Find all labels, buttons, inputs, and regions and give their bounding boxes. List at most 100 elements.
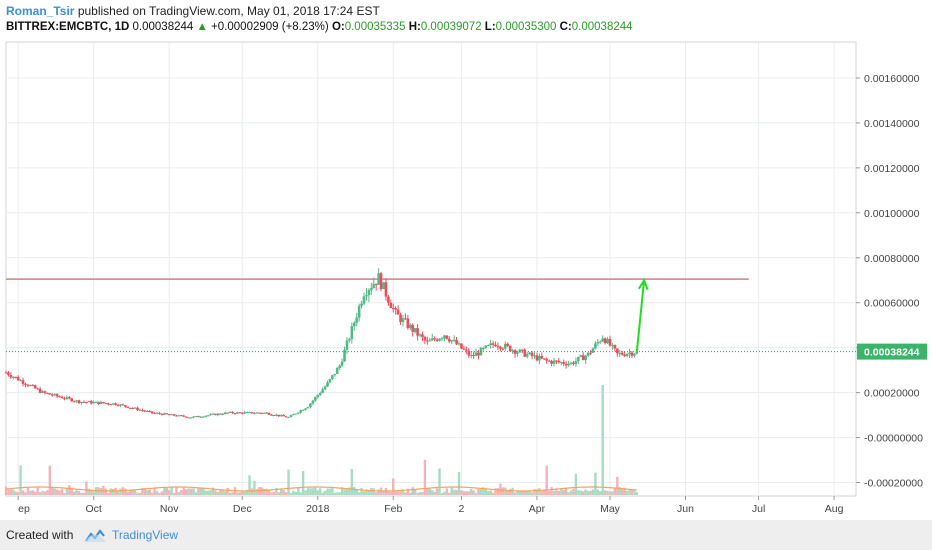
candle-body	[525, 354, 529, 357]
candle-body	[48, 393, 52, 395]
volume-bar	[382, 491, 385, 495]
volume-bar	[204, 490, 207, 495]
volume-bar	[438, 468, 441, 495]
candle-body	[550, 360, 553, 364]
candle-body	[506, 343, 510, 346]
candle-body	[31, 385, 35, 387]
volume-bar	[574, 473, 578, 495]
candle-body	[272, 415, 276, 417]
candle-body	[372, 283, 376, 288]
candle-body	[231, 411, 234, 414]
candle-body	[9, 375, 13, 378]
volume-bar	[440, 492, 444, 495]
candle-body	[306, 407, 310, 409]
volume-bar	[214, 490, 217, 495]
volume-bar	[516, 490, 519, 495]
candle-body	[596, 342, 600, 344]
candle-body	[21, 380, 25, 384]
volume-bar	[567, 492, 570, 495]
candle-body	[450, 340, 454, 342]
volume-bar	[477, 488, 480, 495]
candle-body	[187, 417, 190, 419]
candle-body	[65, 397, 69, 399]
candle-body	[457, 343, 461, 345]
candle-body	[462, 348, 466, 350]
volume-bar	[238, 492, 242, 495]
volume-bar	[14, 491, 17, 495]
candle-body	[625, 354, 629, 357]
candle-body	[199, 416, 203, 418]
candle-body	[209, 414, 212, 416]
volume-bar	[221, 489, 224, 495]
volume-bar	[547, 490, 551, 495]
candle-body	[194, 416, 198, 418]
author-link[interactable]: Roman_Tsir	[6, 4, 75, 18]
volume-bar	[175, 487, 178, 495]
price-chart[interactable]: 0.00160000 0.00140000 0.00120000 0.00100000…	[0, 0, 932, 520]
volume-bar	[538, 488, 541, 495]
candle-body	[55, 394, 59, 397]
volume-bar	[482, 487, 485, 495]
candle-body	[80, 401, 83, 404]
volume-bar	[362, 491, 366, 495]
candle-body	[374, 283, 378, 285]
volume-bar	[340, 487, 344, 495]
volume-bar	[416, 492, 419, 495]
volume-bar	[4, 486, 8, 495]
volume-bar	[550, 487, 553, 495]
candle-body	[560, 362, 563, 364]
candle-body	[68, 397, 71, 399]
volume-ma-line	[5, 486, 637, 492]
candle-body	[197, 416, 200, 418]
candle-body	[148, 411, 151, 413]
volume-bar	[311, 488, 315, 495]
close-label: C:	[559, 21, 572, 33]
candle-body	[158, 412, 161, 414]
candle-body	[528, 352, 531, 355]
candle-body	[413, 328, 417, 332]
low-value: 0.00035300	[495, 21, 557, 33]
volume-bar	[180, 489, 183, 495]
candle-body	[491, 343, 495, 345]
candle-body	[318, 392, 322, 395]
candle-body	[72, 401, 76, 403]
candle-body	[416, 328, 419, 336]
volume-bar	[51, 487, 54, 495]
candle-body	[58, 396, 61, 398]
volume-bar	[46, 490, 49, 495]
volume-bar	[504, 487, 507, 495]
candle-body	[474, 352, 478, 356]
volume-bar	[603, 490, 607, 495]
volume-bar	[138, 492, 142, 495]
candle-body	[589, 352, 592, 354]
volume-bar	[126, 491, 129, 495]
volume-bar	[350, 469, 354, 495]
candle-body	[201, 416, 205, 418]
candle-body	[226, 412, 229, 414]
candle-body	[540, 355, 544, 359]
candle-body	[445, 335, 449, 339]
candle-body	[435, 339, 439, 341]
volume-bar	[472, 490, 475, 495]
volume-bar	[496, 488, 500, 495]
x-tick-label: Oct	[86, 503, 102, 515]
candle-body	[391, 308, 395, 310]
volume-bar	[289, 492, 293, 495]
volume-bar	[377, 489, 380, 495]
tradingview-link[interactable]: TradingView	[112, 528, 179, 542]
volume-bar	[409, 492, 412, 495]
candle-body	[275, 414, 278, 416]
volume-bar	[163, 488, 166, 495]
candle-body	[630, 352, 634, 356]
volume-bar	[455, 490, 458, 495]
candle-body	[357, 305, 361, 318]
volume-bar	[124, 488, 127, 495]
volume-bar	[450, 487, 453, 495]
candle-body	[574, 361, 578, 365]
x-tick-label: May	[600, 503, 621, 515]
volume-bar	[584, 489, 587, 495]
candle-body	[333, 373, 337, 376]
volume-bar	[172, 492, 176, 495]
volume-bar	[316, 490, 319, 495]
candle-body	[379, 273, 383, 290]
